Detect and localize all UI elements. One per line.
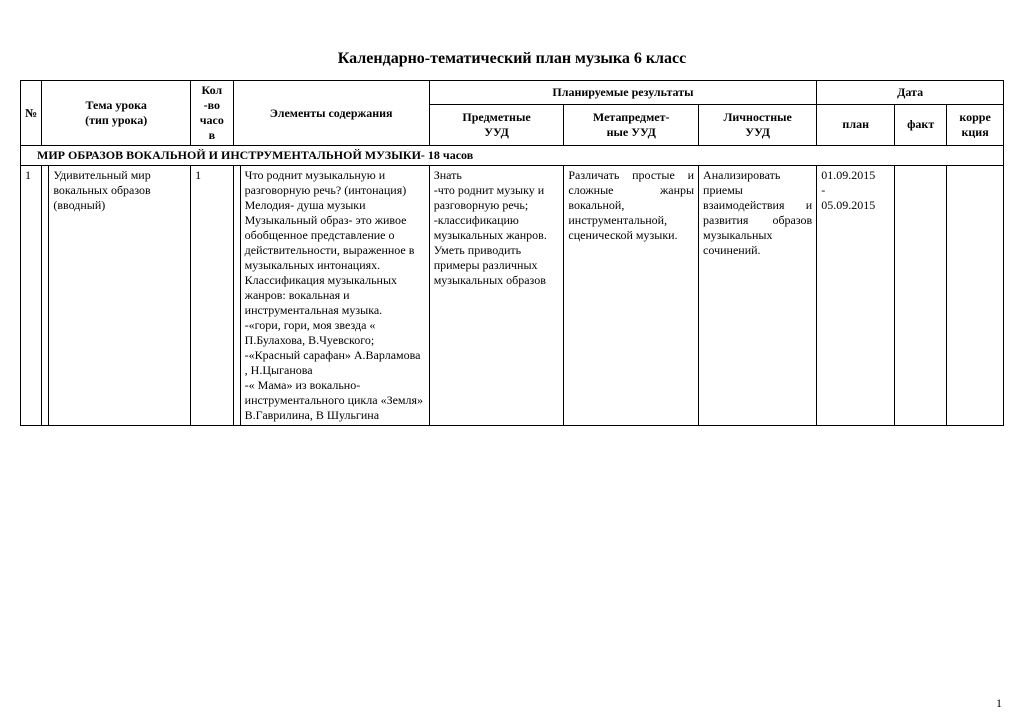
cell-topic: Удивительный мир вокальных образов (ввод… <box>49 166 191 426</box>
col-topic: Тема урока (тип урока) <box>42 81 191 146</box>
col-fact: факт <box>895 104 947 145</box>
col-date: Дата <box>817 81 1004 105</box>
cell-meta: Различать простые и сложные жанры вокаль… <box>564 166 699 426</box>
col-plan: план <box>817 104 895 145</box>
cell-date-fact <box>895 166 947 426</box>
cell-h-spacer <box>233 166 240 426</box>
col-pred: Предметные УУД <box>429 104 564 145</box>
page-title: Календарно-тематический план музыка 6 кл… <box>20 50 1004 68</box>
plan-table: № Тема урока (тип урока) Кол -во часо в … <box>20 80 1004 426</box>
section-title: МИР ОБРАЗОВ ВОКАЛЬНОЙ И ИНСТРУМЕНТАЛЬНОЙ… <box>21 146 1004 166</box>
cell-pers: Анализировать приемы взаимодействия и ра… <box>699 166 817 426</box>
col-pers: Личностные УУД <box>699 104 817 145</box>
page-number: 1 <box>996 696 1002 711</box>
col-content: Элементы содержания <box>233 81 429 146</box>
section-row: МИР ОБРАЗОВ ВОКАЛЬНОЙ И ИНСТРУМЕНТАЛЬНОЙ… <box>21 146 1004 166</box>
cell-spacer <box>42 166 49 426</box>
col-meta: Метапредмет- ные УУД <box>564 104 699 145</box>
col-num: № <box>21 81 42 146</box>
col-hours: Кол -во часо в <box>191 81 234 146</box>
cell-num: 1 <box>21 166 42 426</box>
cell-date-corr <box>947 166 1004 426</box>
table-row: 1 Удивительный мир вокальных образов (вв… <box>21 166 1004 426</box>
header-row-1: № Тема урока (тип урока) Кол -во часо в … <box>21 81 1004 105</box>
document-page: Календарно-тематический план музыка 6 кл… <box>0 0 1024 725</box>
col-results: Планируемые результаты <box>429 81 817 105</box>
cell-content: Что роднит музыкальную и разговорную реч… <box>240 166 429 426</box>
cell-pred: Знать -что роднит музыку и разговорную р… <box>429 166 564 426</box>
cell-date-plan: 01.09.2015 - 05.09.2015 <box>817 166 895 426</box>
col-corr: корре кция <box>947 104 1004 145</box>
cell-hours: 1 <box>191 166 234 426</box>
